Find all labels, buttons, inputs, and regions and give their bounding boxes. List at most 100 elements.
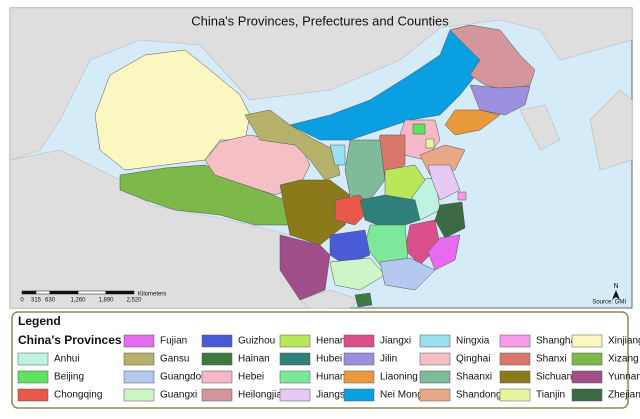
scale-segment [49, 290, 79, 295]
province [412, 123, 426, 135]
legend-label: Shanxi [536, 354, 567, 365]
legend-label: Hebei [238, 372, 264, 383]
legend-label: Xizang [608, 354, 639, 365]
legend-label: Guizhou [238, 336, 275, 347]
provinces [94, 24, 536, 308]
legend-swatch [499, 352, 531, 366]
legend-swatch [419, 352, 451, 366]
province [434, 201, 466, 239]
legend-swatch [123, 388, 155, 402]
legend-swatch [201, 334, 233, 348]
legend-swatch [17, 388, 49, 402]
legend-swatch [343, 352, 375, 366]
legend-swatch [571, 388, 603, 402]
legend-swatch [201, 388, 233, 402]
legend-swatch [499, 370, 531, 384]
land [9, 7, 633, 161]
legend-label: Shandong [456, 390, 502, 401]
legend-label: Jiangxi [380, 336, 411, 347]
legend-swatch [279, 370, 311, 384]
legend-label: Hainan [238, 354, 270, 365]
legend-swatch [123, 334, 155, 348]
legend-swatch [419, 370, 451, 384]
province [384, 164, 426, 201]
legend-label: Sichuan [536, 372, 572, 383]
scale-segment [77, 290, 107, 295]
scale-unit: Kilometers [138, 292, 166, 298]
legend-label: Zhejiang [608, 390, 640, 401]
legend-label: Beijing [54, 372, 84, 383]
province [449, 24, 536, 91]
legend-label: Qinghai [456, 354, 490, 365]
scale-label: 2,520 [126, 298, 142, 304]
map-title: China's Provinces, Prefectures and Count… [191, 13, 449, 28]
legend-subtitle: China's Provinces [18, 333, 122, 347]
legend-label: Anhui [54, 354, 80, 365]
legend-swatch [17, 352, 49, 366]
legend-swatch [419, 388, 451, 402]
province [279, 234, 331, 301]
land [589, 89, 633, 171]
province [457, 191, 467, 201]
legend-label: Jiangsu [316, 390, 350, 401]
legend-swatch [571, 334, 603, 348]
legend-swatch [17, 370, 49, 384]
legend-label: Fujian [160, 336, 187, 347]
scale-label: 1,890 [98, 298, 114, 304]
province [425, 138, 435, 149]
legend-label: Shanghai [536, 336, 578, 347]
legend-swatch [499, 334, 531, 348]
province [329, 257, 386, 291]
province [427, 234, 461, 271]
scale-segment [105, 290, 135, 295]
legend-swatch [343, 370, 375, 384]
province [204, 134, 311, 196]
land [9, 149, 331, 309]
north-label: N [613, 283, 618, 290]
legend-swatch [499, 388, 531, 402]
scale-segment [35, 290, 51, 295]
legend-label: Hubei [316, 354, 342, 365]
legend-label: Yunnan [608, 372, 640, 383]
scale-label: 315 [31, 298, 42, 304]
legend-label: Jilin [380, 354, 397, 365]
legend-label: Nei Mongol [380, 390, 431, 401]
province [94, 49, 251, 171]
legend-swatch [201, 370, 233, 384]
legend-label: Guangdong [160, 372, 212, 383]
legend-label: Gansu [160, 354, 189, 365]
legend-swatch [201, 352, 233, 366]
legend-swatch [343, 388, 375, 402]
legend-swatch [123, 352, 155, 366]
province [444, 109, 501, 136]
legend-label: Liaoning [380, 372, 418, 383]
legend-label: Shaanxi [456, 372, 492, 383]
province [354, 292, 373, 308]
scale-label: 1,260 [70, 298, 86, 304]
legend-items: Anhui Beijing Chongqing Fujian Gansu Guangdon… [17, 334, 640, 402]
legend-swatch [279, 334, 311, 348]
legend-label: Xinjiang [608, 336, 640, 347]
land [299, 289, 361, 309]
legend-box [11, 311, 629, 409]
scale-segment [21, 290, 37, 295]
legend-label: Ningxia [456, 336, 490, 347]
legend-swatch [123, 370, 155, 384]
scale-label: 0 [20, 298, 24, 304]
legend-label: Heilongjiang [238, 390, 293, 401]
legend-swatch [419, 334, 451, 348]
scale-label: 630 [45, 298, 56, 304]
north-arrow [612, 290, 620, 300]
neighbor-land [9, 7, 633, 309]
legend-label: Hunan [316, 372, 345, 383]
legend-swatch [279, 352, 311, 366]
province [329, 144, 346, 166]
legend-swatch [571, 370, 603, 384]
legend-swatch [343, 334, 375, 348]
province [379, 257, 436, 291]
province [427, 164, 461, 201]
land [519, 104, 561, 151]
province [244, 109, 341, 181]
